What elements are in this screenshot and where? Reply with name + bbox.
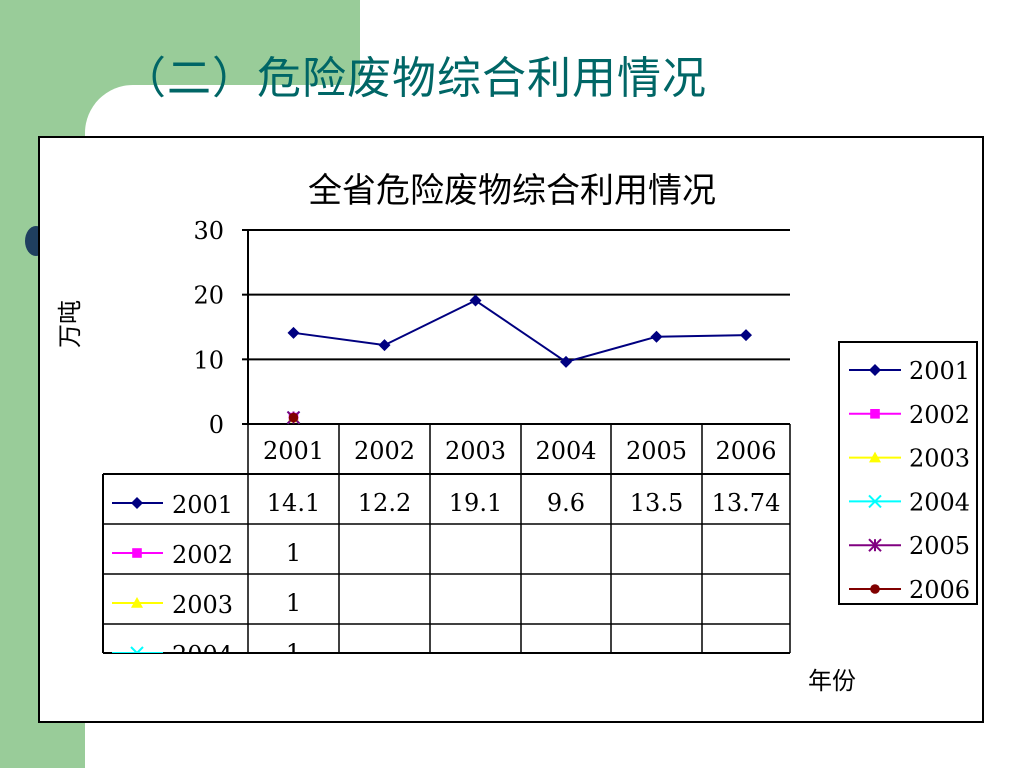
table-row-label: 2004 [172, 641, 233, 669]
legend-box [838, 341, 978, 605]
chart-frame [38, 136, 984, 723]
series-line-2001 [293, 299, 747, 364]
marker-x [868, 494, 882, 509]
table-cell: 1 [286, 539, 301, 567]
marker-triangle [131, 597, 143, 608]
table-row-label: 2001 [172, 491, 233, 519]
legend-label: 2002 [909, 401, 970, 429]
chart-title: 全省危险废物综合利用情况 [308, 171, 716, 211]
marker-diamond [131, 497, 143, 509]
y-tick-label: 10 [193, 346, 224, 374]
legend-label: 2005 [909, 532, 970, 560]
table-cell: 13.5 [630, 489, 683, 517]
y-tick-label: 20 [193, 282, 224, 310]
x-axis-title: 年份 [808, 667, 856, 695]
table-cell: 12.2 [358, 489, 411, 517]
marker-circle [870, 584, 880, 594]
table-cell: 19.1 [449, 489, 502, 517]
table-cell: 9.6 [547, 489, 585, 517]
marker-x [130, 646, 144, 653]
x-tick-label: 2002 [354, 437, 415, 465]
marker-x-stroke [130, 646, 139, 653]
marker-diamond [469, 294, 482, 307]
data-table: 2001 2002 2003 2004 2005 2006 2001 14.1 12.2 19.1… [102, 423, 791, 669]
gridlines [242, 229, 790, 425]
table-row-label: 2002 [172, 541, 233, 569]
x-tick-label: 2006 [715, 437, 776, 465]
slide-title: （二）危险废物综合利用情况 [122, 53, 707, 104]
x-tick-label: 2001 [263, 437, 324, 465]
table-cell: 1 [286, 639, 301, 667]
marker-x-stroke [868, 494, 882, 509]
table-cell: 13.74 [712, 489, 781, 517]
legend-label: 2006 [909, 576, 970, 604]
legend-label: 2003 [909, 445, 970, 473]
table-cell: 14.1 [267, 489, 320, 517]
marker-diamond [650, 330, 663, 343]
x-tick-label: 2003 [445, 437, 506, 465]
marker-diamond [869, 364, 881, 376]
y-tick-label: 0 [209, 411, 224, 439]
series-2006 [288, 412, 299, 423]
legend-label: 2004 [909, 488, 970, 516]
marker-star [868, 538, 882, 552]
legend: 2001 2002 2003 2004 2005 2006 [838, 341, 978, 605]
marker-diamond [378, 339, 391, 352]
marker-triangle [869, 451, 881, 463]
table-row-label: 2003 [172, 591, 233, 619]
marker-x-stroke [135, 646, 144, 653]
marker-square [132, 548, 142, 558]
marker-diamond [740, 329, 752, 342]
series-2001 [287, 294, 752, 368]
marker-diamond [287, 326, 300, 339]
legend-label: 2001 [909, 357, 970, 385]
table-cell: 1 [286, 589, 301, 617]
marker-circle [288, 412, 299, 423]
x-tick-label: 2004 [535, 437, 596, 465]
marker-diamond [560, 355, 572, 368]
x-tick-label: 2005 [626, 437, 687, 465]
table-body: 2001 14.1 12.2 19.1 9.6 13.5 13.74 2002 1 2003 1 20… [103, 489, 790, 669]
y-axis-title: 万吨 [56, 300, 84, 348]
plot-area [286, 294, 752, 425]
y-tick-labels: 0 10 20 30 [193, 217, 224, 439]
marker-square [870, 409, 880, 419]
y-tick-label: 30 [193, 217, 224, 245]
